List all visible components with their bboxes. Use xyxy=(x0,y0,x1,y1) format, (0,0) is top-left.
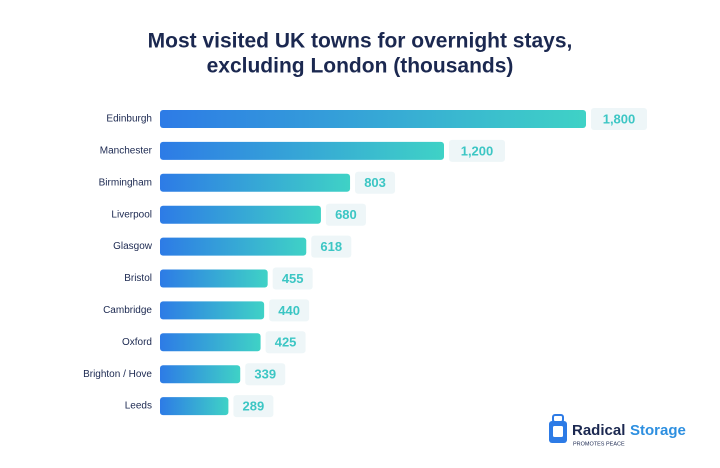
value-label: 1,800 xyxy=(603,111,636,126)
y-tick-label: Brighton / Hove xyxy=(83,369,152,380)
chart-title: Most visited UK towns for overnight stay… xyxy=(148,30,573,53)
y-tick-label: Liverpool xyxy=(111,209,152,220)
y-tick-label: Cambridge xyxy=(103,305,152,316)
value-label: 289 xyxy=(243,399,265,414)
bar xyxy=(160,237,307,256)
value-label: 618 xyxy=(320,239,342,254)
logo-name: Storage xyxy=(630,422,686,439)
value-label: 803 xyxy=(364,175,386,190)
value-label-bg xyxy=(325,203,366,226)
y-tick-label: Leeds xyxy=(125,401,152,412)
y-tick-label: Bristol xyxy=(124,273,152,284)
value-label-bg xyxy=(355,171,396,194)
y-tick-label: Birmingham xyxy=(99,177,152,188)
bar xyxy=(160,333,261,352)
value-label: 339 xyxy=(254,367,276,382)
value-label-bg xyxy=(269,299,310,322)
value-label-bg xyxy=(311,235,352,258)
bar xyxy=(160,301,265,320)
y-tick-label: Oxford xyxy=(122,337,152,348)
value-label-bg xyxy=(449,139,505,162)
bar xyxy=(160,365,241,384)
bar xyxy=(160,173,351,192)
value-label-bg xyxy=(233,395,274,418)
logo: Radical Storage PROMOTES PEACE xyxy=(549,414,686,447)
value-label-bg xyxy=(265,331,306,354)
value-label: 1,200 xyxy=(461,143,494,158)
value-label: 455 xyxy=(282,271,304,286)
y-tick-label: Edinburgh xyxy=(106,114,152,125)
value-label-bg xyxy=(272,267,313,290)
logo-icon-window xyxy=(553,426,563,437)
value-label: 425 xyxy=(275,335,297,350)
bar xyxy=(160,269,268,288)
bar xyxy=(160,141,444,160)
bar xyxy=(160,397,229,416)
y-tick-label: Glasgow xyxy=(113,241,153,252)
value-label-bg xyxy=(591,108,647,130)
y-tick-label: Manchester xyxy=(100,146,153,157)
value-label: 680 xyxy=(335,207,357,222)
logo-name: Radical xyxy=(572,422,625,439)
value-label-bg xyxy=(245,363,286,386)
value-label: 440 xyxy=(278,303,300,318)
chart-title: excluding London (thousands) xyxy=(207,55,514,78)
bar xyxy=(160,110,586,128)
bar xyxy=(160,205,321,224)
logo-icon-handle xyxy=(552,414,564,423)
logo-tagline: PROMOTES PEACE xyxy=(573,441,625,447)
